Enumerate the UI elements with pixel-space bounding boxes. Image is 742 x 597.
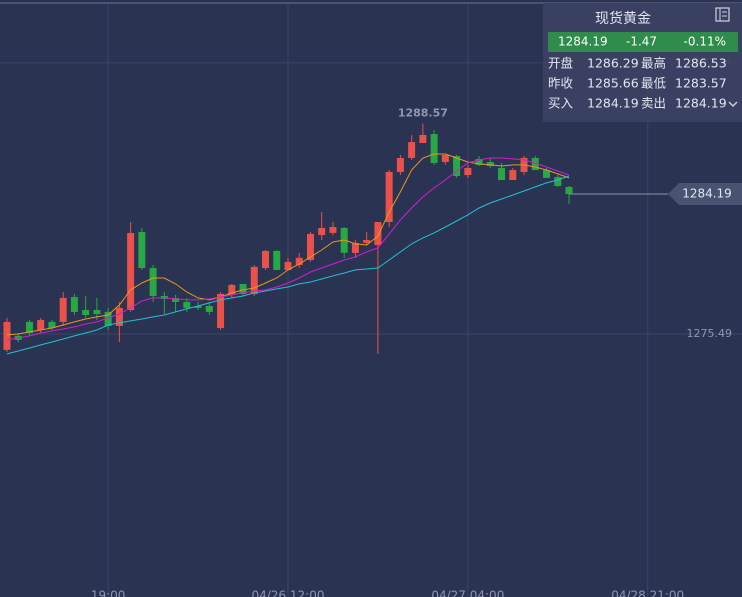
candle-body (104, 311, 112, 326)
candle-body (239, 283, 247, 294)
candle-body (531, 157, 539, 171)
ma-line (6, 153, 570, 336)
candle-body (554, 176, 562, 186)
candle-body (419, 134, 427, 144)
candle-body (284, 261, 292, 270)
candle-body (453, 156, 461, 176)
panel-label: 卖出 (641, 96, 666, 111)
candle-body (374, 222, 382, 246)
candle-body (115, 307, 123, 326)
candle-body (194, 305, 202, 308)
marks: 1284.19 1288.57 (3, 107, 742, 355)
candle-body (217, 293, 225, 329)
candle-body (262, 250, 270, 269)
ma-line (6, 175, 570, 355)
candle-body (172, 297, 180, 302)
candle-body (205, 305, 213, 312)
ma-line (6, 157, 570, 341)
panel-label: 最低 (641, 76, 667, 91)
candle-body (93, 310, 101, 315)
candle-body (228, 284, 236, 295)
panel-value: 1285.66 (587, 76, 639, 91)
candle-body (149, 268, 157, 297)
candle-body (464, 167, 472, 176)
change-pct: -0.11% (684, 35, 726, 49)
panel-value: 1284.19 (675, 96, 727, 111)
candle-body (475, 158, 483, 165)
panel-label: 开盘 (548, 56, 573, 71)
panel-value: 1286.53 (675, 56, 727, 71)
candle-body (306, 233, 314, 260)
candle-body (273, 250, 281, 270)
panel-bg (543, 3, 742, 122)
quote-panel: 现货黄金 1284.19 -1.47 -0.11% 开盘 1286.29 最高 128… (543, 3, 742, 122)
candle-body (329, 226, 337, 233)
candle-body (509, 170, 517, 181)
candle-body (82, 310, 90, 315)
x-tick-label: 19:00 (91, 589, 126, 597)
candle-body (396, 157, 404, 172)
panel-label: 昨收 (548, 76, 574, 91)
candle-body (543, 170, 551, 178)
candle-body (48, 321, 56, 329)
candle-body (363, 240, 371, 243)
panel-value: 1283.57 (675, 76, 727, 91)
x-tick-label: 04/26 12:00 (251, 589, 324, 597)
last-price: 1284.19 (558, 35, 608, 49)
candle-body (250, 266, 258, 294)
candle-body (183, 301, 191, 308)
candle-body (498, 167, 506, 181)
candle-body (441, 154, 449, 162)
panel-value: 1286.29 (587, 56, 639, 71)
panel-label: 最高 (641, 56, 666, 71)
quote-bar (548, 32, 738, 52)
candle-body (70, 296, 78, 312)
panel-title: 现货黄金 (595, 10, 651, 27)
candle-body (565, 186, 573, 195)
candle-body (385, 171, 393, 223)
y-tick-label: 1275.49 (687, 327, 733, 340)
last-price-tag (668, 183, 742, 206)
panel-value: 1284.19 (587, 96, 639, 111)
change: -1.47 (626, 35, 657, 49)
expand-chevron[interactable] (728, 101, 738, 107)
icon-frame (715, 7, 730, 22)
candle-body (59, 297, 67, 322)
candle-body (295, 257, 303, 265)
candle-body (408, 142, 416, 158)
candle-body (430, 134, 438, 163)
panel-label: 买入 (548, 96, 574, 111)
candle-body (3, 321, 11, 350)
candle-body (318, 227, 326, 236)
high-label: 1288.57 (398, 107, 448, 120)
candle-body (486, 161, 494, 167)
candle-body (138, 231, 146, 269)
candle-body (127, 232, 135, 311)
x-tick-label: 04/27 04:00 (431, 589, 504, 597)
candle-body (37, 319, 45, 330)
last-price-label: 1284.19 (682, 187, 732, 201)
x-tick-label: 04/28 21:00 (611, 589, 684, 597)
menu-icon[interactable] (715, 7, 730, 22)
candle-body (351, 242, 359, 253)
candle-body (25, 321, 33, 334)
